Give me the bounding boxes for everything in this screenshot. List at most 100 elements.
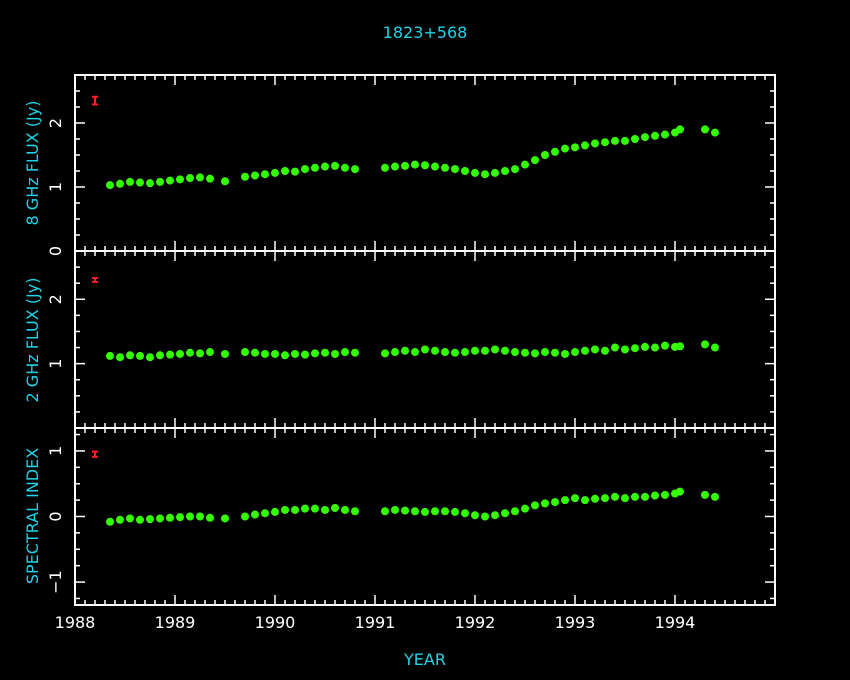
data-point: [676, 487, 684, 496]
data-point: [701, 340, 709, 349]
data-point: [631, 492, 639, 501]
data-point: [471, 511, 479, 520]
data-point: [196, 349, 204, 358]
data-point: [701, 490, 709, 499]
data-point: [641, 133, 649, 142]
data-point: [601, 346, 609, 355]
data-point: [481, 512, 489, 521]
data-point: [331, 161, 339, 170]
data-point: [271, 507, 279, 516]
data-point: [461, 167, 469, 175]
data-point: [421, 345, 429, 354]
data-point: [621, 345, 629, 354]
data-point: [321, 505, 329, 514]
data-point: [221, 349, 229, 358]
data-point: [221, 514, 229, 523]
data-point: [521, 504, 529, 513]
data-point: [601, 494, 609, 503]
data-point: [631, 135, 639, 143]
data-point: [511, 165, 519, 174]
data-point: [641, 342, 649, 351]
data-point: [401, 346, 409, 355]
data-point: [106, 181, 114, 190]
data-point: [311, 504, 319, 513]
data-point: [186, 174, 194, 183]
data-point: [551, 498, 559, 507]
data-point: [106, 517, 114, 526]
data-point: [206, 513, 214, 522]
data-point: [711, 128, 719, 137]
data-point: [391, 348, 399, 357]
data-point: [351, 507, 359, 516]
y-tick-label: 1: [46, 359, 65, 369]
y-tick-label: 2: [46, 294, 65, 304]
data-point: [126, 514, 134, 523]
data-point: [501, 167, 509, 175]
data-point: [676, 125, 684, 134]
data-point: [391, 162, 399, 171]
data-point: [281, 505, 289, 514]
data-point: [611, 136, 619, 145]
data-point: [261, 509, 269, 518]
data-point: [126, 177, 134, 186]
data-point: [491, 511, 499, 520]
data-point: [531, 156, 539, 165]
data-point: [291, 349, 299, 358]
data-point: [301, 504, 309, 513]
x-tick-label: 1989: [155, 613, 196, 632]
data-point: [311, 349, 319, 358]
panel-spectral-index: SPECTRAL INDEX −1 0 1: [23, 427, 776, 606]
data-point: [661, 490, 669, 499]
y-tick-label: −1: [46, 570, 65, 594]
data-point: [166, 350, 174, 359]
data-point: [571, 348, 579, 357]
data-point: [611, 492, 619, 501]
data-point: [206, 174, 214, 183]
data-point: [291, 167, 299, 176]
data-point: [381, 163, 389, 172]
data-point: [251, 510, 259, 519]
data-point: [531, 501, 539, 510]
data-point: [581, 496, 589, 505]
data-point: [381, 349, 389, 358]
data-point: [521, 160, 529, 169]
data-point: [351, 165, 359, 174]
data-point: [116, 515, 124, 524]
data-point: [341, 505, 349, 514]
data-point: [676, 342, 684, 351]
data-point: [136, 515, 144, 524]
data-point: [551, 348, 559, 357]
data-point: [301, 165, 309, 174]
data-point: [146, 515, 154, 524]
data-point: [136, 178, 144, 187]
data-point: [156, 351, 164, 360]
data-point: [461, 509, 469, 518]
data-point: [591, 494, 599, 503]
data-point: [136, 351, 144, 360]
data-point: [311, 163, 319, 172]
x-tick-label: 1988: [55, 613, 96, 632]
data-point: [186, 348, 194, 357]
x-axis-label: YEAR: [403, 650, 446, 669]
y-axis-label-spectral-index: SPECTRAL INDEX: [23, 448, 42, 584]
data-point: [561, 144, 569, 153]
data-point: [126, 351, 134, 360]
data-point: [581, 141, 589, 150]
data-point: [631, 344, 639, 353]
y-tick-label: 0: [46, 511, 65, 521]
data-point: [261, 170, 269, 179]
data-point: [431, 346, 439, 355]
y-tick-label: 1: [46, 446, 65, 456]
data-point: [281, 351, 289, 360]
data-point: [521, 348, 529, 357]
data-point: [461, 348, 469, 357]
data-point: [431, 507, 439, 516]
data-point: [206, 348, 214, 357]
data-point: [481, 346, 489, 355]
panel-8ghz-flux: 8 GHz FLUX (Jy) 0 1 2: [23, 74, 776, 256]
data-point: [441, 507, 449, 516]
data-point: [661, 341, 669, 350]
data-point: [341, 348, 349, 357]
data-point: [146, 353, 154, 362]
